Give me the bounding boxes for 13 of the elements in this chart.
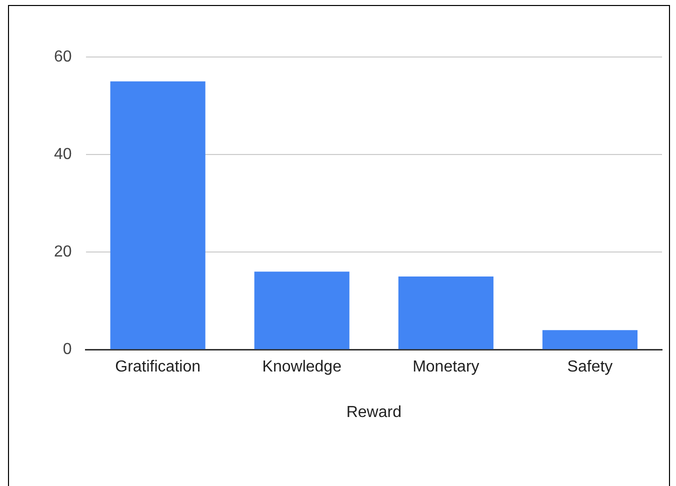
bar [542, 330, 638, 350]
x-tick-label: Safety [567, 358, 613, 376]
y-tick-label: 40 [54, 146, 72, 163]
x-tick-label: Monetary [412, 358, 480, 376]
y-tick-label: 60 [54, 48, 72, 66]
x-axis-title: Reward [346, 404, 402, 421]
y-tick-label: 20 [54, 243, 72, 260]
bar [110, 81, 206, 350]
x-tick-label: Knowledge [262, 358, 342, 376]
bar [254, 272, 350, 350]
bar [398, 276, 494, 350]
x-tick-label: Gratification [115, 358, 201, 376]
y-tick-label: 0 [62, 341, 72, 358]
